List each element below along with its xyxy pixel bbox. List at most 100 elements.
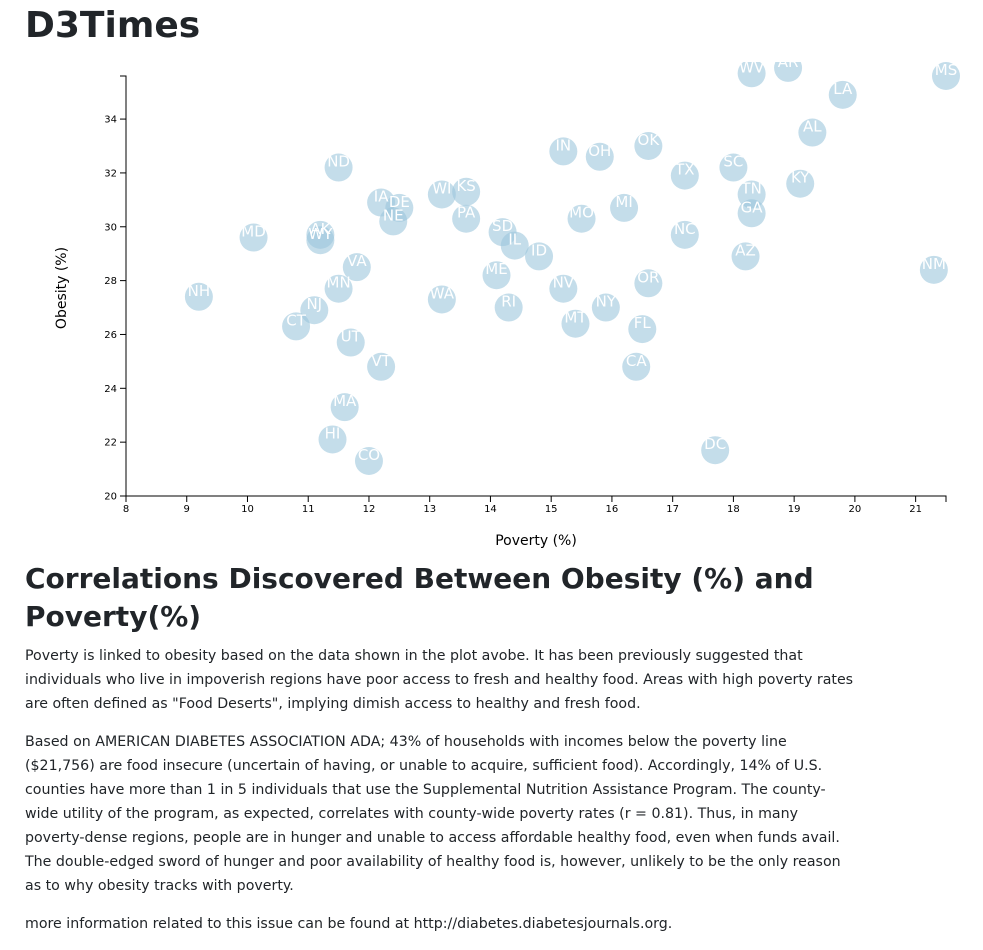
- data-point-label: VT: [371, 352, 391, 370]
- data-point: [306, 226, 335, 255]
- data-point: [585, 142, 614, 171]
- data-point: [324, 274, 353, 303]
- y-tick-label: 30: [104, 222, 117, 233]
- data-point-label: FL: [634, 314, 652, 332]
- data-point: [300, 296, 329, 325]
- data-point: [239, 223, 268, 252]
- data-point-label: AL: [803, 118, 822, 136]
- data-point-label: OR: [637, 268, 659, 286]
- x-tick-label: 19: [788, 504, 801, 515]
- x-tick-label: 10: [241, 504, 254, 515]
- data-point-label: ID: [531, 241, 547, 259]
- article-heading: Correlations Discovered Between Obesity …: [25, 562, 814, 633]
- x-tick-label: 18: [727, 504, 740, 515]
- article-paragraph-3: more information related to this issue c…: [25, 916, 673, 932]
- data-point-label: TN: [740, 179, 761, 197]
- data-point: [567, 204, 596, 233]
- data-point-label: UT: [341, 328, 362, 346]
- x-tick-label: 14: [484, 504, 497, 515]
- data-point: [379, 207, 408, 236]
- y-tick-label: 34: [104, 115, 117, 126]
- data-point: [184, 282, 213, 311]
- data-point: [561, 309, 590, 338]
- x-tick-label: 8: [123, 504, 129, 515]
- data-point: [634, 132, 663, 160]
- data-point: [610, 193, 639, 222]
- data-point: [628, 315, 657, 344]
- data-point: [798, 118, 827, 147]
- data-point-label: AZ: [735, 241, 756, 259]
- data-point-label: HI: [325, 424, 341, 442]
- chart-axes: 8 9 10 11 12 13 14 15 16 17 18 19 20 21 20 22 24 26 28 30 32…: [104, 75, 947, 515]
- data-point: [525, 242, 554, 271]
- data-point-label: MO: [569, 204, 594, 222]
- data-point: [786, 169, 815, 198]
- x-tick-label: 20: [849, 504, 862, 515]
- data-point-label: IA: [374, 188, 389, 206]
- x-tick-label: 16: [606, 504, 619, 515]
- x-tick-label: 11: [302, 504, 315, 515]
- data-point: [367, 352, 396, 381]
- data-point: [336, 328, 365, 357]
- data-point: [670, 220, 699, 249]
- y-tick-label: 28: [104, 276, 117, 287]
- data-point-label: AK: [310, 220, 331, 238]
- y-tick-label: 20: [104, 492, 117, 503]
- y-axis-label: Obesity (%): [54, 247, 70, 329]
- x-tick-label: 9: [184, 504, 190, 515]
- data-point-label: MT: [564, 309, 587, 327]
- data-point: [342, 253, 371, 282]
- data-point-label: KS: [456, 177, 475, 195]
- data-point-label: MN: [327, 274, 351, 292]
- data-point-label: KY: [791, 169, 810, 187]
- page-title: D3Times: [25, 5, 201, 46]
- data-point-label: MS: [935, 62, 957, 79]
- data-point: [500, 231, 529, 260]
- data-point-label: RI: [501, 293, 516, 311]
- data-point-label: IN: [556, 136, 572, 154]
- data-point-label: WV: [739, 62, 765, 76]
- data-point-label: OH: [588, 142, 611, 160]
- x-tick-label: 15: [545, 504, 558, 515]
- data-point: [774, 62, 803, 82]
- y-tick-label: 32: [104, 168, 117, 179]
- data-point: [482, 261, 511, 290]
- data-point-label: CO: [358, 446, 380, 464]
- x-axis-label: Poverty (%): [495, 533, 577, 549]
- data-point: [670, 161, 699, 190]
- data-point-label: WY: [308, 225, 333, 243]
- data-point: [452, 204, 481, 233]
- x-tick-label: 17: [666, 504, 679, 515]
- data-point: [719, 153, 748, 182]
- data-point-label: NE: [383, 206, 404, 224]
- data-point: [591, 293, 620, 322]
- data-point-label: DE: [389, 193, 410, 211]
- data-point: [282, 312, 311, 341]
- x-tick-label: 21: [909, 504, 922, 515]
- data-point: [427, 180, 456, 209]
- data-point-label: GA: [741, 198, 764, 216]
- data-point-label: DC: [704, 435, 726, 453]
- y-tick-label: 26: [104, 330, 117, 341]
- data-point-label: MD: [241, 223, 266, 241]
- data-point: [318, 425, 347, 454]
- data-point: [549, 137, 578, 166]
- data-point-label: ND: [327, 153, 350, 171]
- data-point-label: WI: [432, 179, 451, 197]
- data-point-label: PA: [457, 204, 476, 222]
- x-tick-label: 13: [423, 504, 436, 515]
- data-point-label: NC: [674, 220, 696, 238]
- data-point-label: LA: [833, 80, 853, 98]
- data-point-label: IL: [508, 231, 521, 249]
- data-point: [737, 199, 766, 228]
- data-point: [731, 242, 760, 271]
- data-point-label: NY: [596, 293, 617, 311]
- data-point: [427, 285, 456, 314]
- data-point-label: NM: [922, 255, 946, 273]
- data-point-label: AR: [778, 62, 799, 71]
- data-point-label: NJ: [306, 295, 322, 313]
- y-axis-line: [120, 75, 127, 497]
- data-point-label: VA: [347, 252, 367, 270]
- data-point: [701, 436, 730, 465]
